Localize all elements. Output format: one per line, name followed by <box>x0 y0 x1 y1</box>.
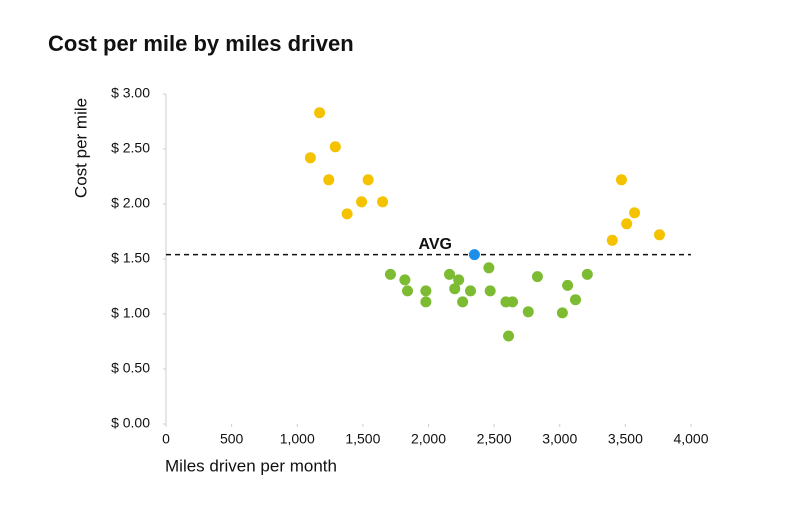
y-tick-label: $ 3.00 <box>111 85 150 101</box>
point <box>420 296 432 308</box>
y-tick-label: $ 0.50 <box>111 360 150 376</box>
point <box>304 152 316 164</box>
x-axis-title: Miles driven per month <box>165 456 337 475</box>
point <box>329 141 341 153</box>
point <box>507 296 518 308</box>
point <box>402 285 413 297</box>
x-tick-label: 3,500 <box>608 431 643 447</box>
point <box>629 207 641 219</box>
point <box>444 268 455 280</box>
point <box>483 262 495 274</box>
x-tick-label: 2,500 <box>477 431 512 447</box>
chart-title: Cost per mile by miles driven <box>48 31 354 56</box>
point <box>341 208 353 220</box>
point <box>468 249 480 261</box>
point <box>399 274 411 286</box>
point <box>570 294 581 306</box>
point <box>531 271 543 283</box>
x-tick-label: 1,500 <box>345 431 380 447</box>
point <box>377 196 389 208</box>
y-tick-label: $ 2.00 <box>111 195 150 211</box>
point <box>356 196 368 208</box>
point <box>465 285 476 297</box>
x-tick-label: 1,000 <box>280 431 315 447</box>
point <box>449 283 461 295</box>
y-axis-title: Cost per mile <box>71 98 90 198</box>
point <box>556 307 568 319</box>
x-tick-label: 2,000 <box>411 431 446 447</box>
x-tick-label: 3,000 <box>542 431 577 447</box>
point <box>484 285 496 297</box>
point <box>503 330 515 342</box>
point <box>314 107 326 119</box>
point <box>384 268 396 280</box>
x-tick-label: 500 <box>220 431 244 447</box>
y-tick-label: $ 1.50 <box>111 250 150 266</box>
point <box>457 296 469 308</box>
x-tick-label: 4,000 <box>673 431 708 447</box>
y-tick-label: $ 1.00 <box>111 305 150 321</box>
point <box>606 234 618 246</box>
point <box>323 174 335 186</box>
x-tick-label: 0 <box>162 431 170 447</box>
point <box>453 274 465 286</box>
point <box>581 268 593 280</box>
point <box>362 174 374 186</box>
point <box>562 279 574 291</box>
point <box>420 285 432 297</box>
avg-label: AVG <box>419 236 452 253</box>
y-tick-label: $ 0.00 <box>111 415 150 431</box>
point <box>615 174 627 186</box>
point <box>621 218 633 230</box>
y-tick-label: $ 2.50 <box>111 140 150 156</box>
point <box>522 306 534 318</box>
point <box>654 229 665 241</box>
